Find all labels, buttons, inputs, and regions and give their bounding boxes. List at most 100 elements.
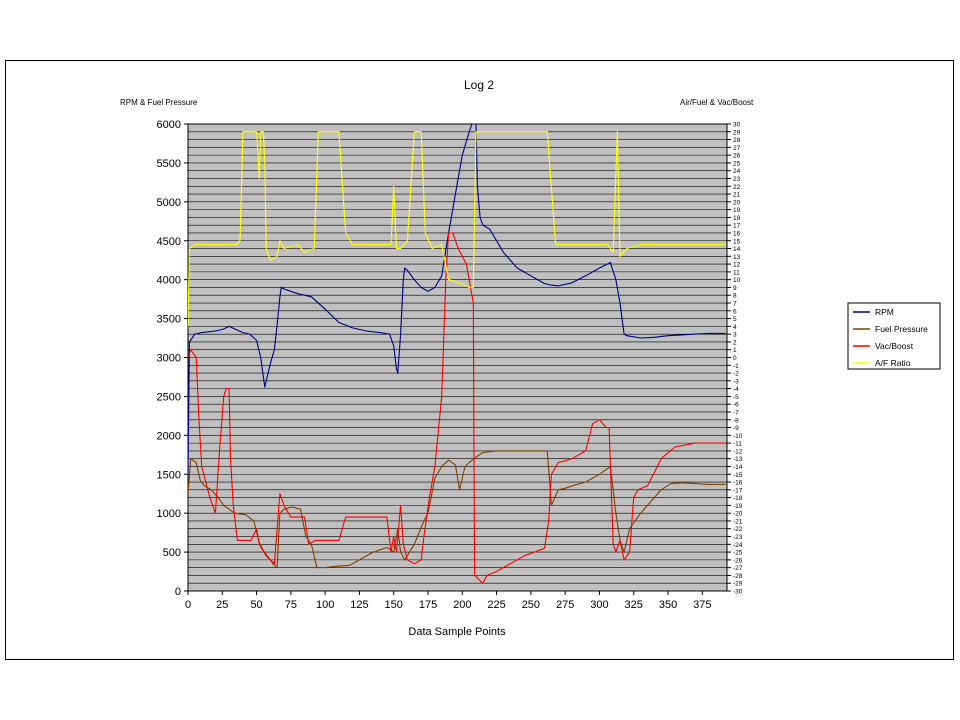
right-axis-tick-label: -22 bbox=[733, 526, 743, 533]
left-axis-tick-label: 3500 bbox=[157, 314, 181, 326]
left-axis-tick-label: 500 bbox=[163, 547, 181, 559]
right-axis-tick-label: -1 bbox=[733, 363, 739, 370]
right-axis-tick-label: -18 bbox=[733, 495, 743, 502]
x-axis-label: Data Sample Points bbox=[408, 626, 506, 638]
series-line-vac-boost bbox=[188, 232, 726, 584]
left-axis-tick-label: 5500 bbox=[157, 158, 181, 170]
chart-frame: Log 2 RPM & Fuel Pressure Air/Fuel & Vac… bbox=[5, 60, 954, 660]
legend-label: A/F Ratio bbox=[875, 358, 911, 368]
left-axis-tick-label: 4000 bbox=[157, 275, 181, 287]
x-axis-tick-label: 275 bbox=[556, 599, 574, 611]
right-axis-tick-label: -11 bbox=[733, 441, 742, 448]
right-axis-tick-label: -19 bbox=[733, 503, 743, 510]
right-axis-tick-label: 9 bbox=[733, 285, 737, 292]
left-axis-tick-label: 2000 bbox=[157, 430, 181, 442]
left-axis-tick-label: 1000 bbox=[157, 508, 181, 520]
right-axis-tick-label: 14 bbox=[733, 246, 741, 253]
right-axis-tick-label: 12 bbox=[733, 262, 741, 269]
right-axis-tick-label: -2 bbox=[733, 371, 739, 378]
right-axis-tick-label: 17 bbox=[733, 223, 741, 230]
x-axis-tick-label: 25 bbox=[216, 599, 228, 611]
right-axis-tick-label: 16 bbox=[733, 230, 741, 237]
left-axis-tick-label: 2500 bbox=[157, 391, 181, 403]
plot-area: 0500100015002000250030003500400045005000… bbox=[157, 119, 743, 611]
right-axis-label: Air/Fuel & Vac/Boost bbox=[680, 98, 754, 107]
x-axis-tick-label: 375 bbox=[693, 599, 711, 611]
right-axis-tick-label: 21 bbox=[733, 192, 741, 199]
legend-label: Fuel Pressure bbox=[875, 324, 928, 334]
left-axis-tick-label: 3000 bbox=[157, 353, 181, 365]
chart-title: Log 2 bbox=[464, 78, 494, 92]
x-axis-tick-label: 0 bbox=[185, 599, 191, 611]
x-axis-tick-label: 325 bbox=[625, 599, 643, 611]
right-axis-tick-label: 13 bbox=[733, 254, 741, 261]
right-axis-tick-label: -4 bbox=[733, 386, 739, 393]
right-axis-tick-label: -30 bbox=[733, 589, 743, 596]
right-axis-tick-label: 25 bbox=[733, 160, 741, 167]
x-axis-tick-label: 250 bbox=[522, 599, 540, 611]
right-axis-tick-label: -5 bbox=[733, 394, 739, 401]
right-axis-tick-label: -8 bbox=[733, 417, 739, 424]
right-axis-tick-label: -17 bbox=[733, 487, 743, 494]
right-axis-tick-label: -24 bbox=[733, 542, 743, 549]
right-axis-tick-label: -7 bbox=[733, 409, 739, 416]
right-axis-tick-label: -15 bbox=[733, 472, 743, 479]
x-axis-tick-label: 100 bbox=[316, 599, 334, 611]
right-axis-tick-label: 26 bbox=[733, 153, 741, 160]
right-axis-tick-label: 5 bbox=[733, 316, 737, 323]
x-axis-tick-label: 150 bbox=[385, 599, 403, 611]
right-axis-tick-label: 15 bbox=[733, 238, 741, 245]
left-axis-label: RPM & Fuel Pressure bbox=[120, 98, 198, 107]
right-axis-tick-label: 3 bbox=[733, 332, 737, 339]
right-axis-tick-label: -29 bbox=[733, 581, 743, 588]
x-axis-tick-label: 50 bbox=[250, 599, 262, 611]
right-axis-tick-label: 27 bbox=[733, 145, 741, 152]
legend-label: RPM bbox=[875, 307, 894, 317]
right-axis-tick-label: -28 bbox=[733, 573, 743, 580]
series-group bbox=[188, 123, 726, 584]
x-axis-tick-label: 200 bbox=[453, 599, 471, 611]
x-axis-tick-label: 125 bbox=[350, 599, 368, 611]
right-axis-tick-label: -12 bbox=[733, 448, 743, 455]
right-axis-tick-label: 18 bbox=[733, 215, 741, 222]
right-axis-tick-label: -14 bbox=[733, 464, 743, 471]
right-axis-tick-label: 30 bbox=[733, 122, 741, 129]
line-chart: Log 2 RPM & Fuel Pressure Air/Fuel & Vac… bbox=[120, 78, 941, 638]
x-axis-tick-label: 175 bbox=[419, 599, 437, 611]
legend: RPM Fuel Pressure Vac/Boost A/F Ratio bbox=[847, 302, 941, 370]
right-axis-tick-label: -16 bbox=[733, 480, 743, 487]
right-axis-tick-label: -10 bbox=[733, 433, 743, 440]
right-axis-tick-label: 6 bbox=[733, 308, 737, 315]
right-axis-tick-label: -27 bbox=[733, 565, 743, 572]
right-axis-tick-label: 0 bbox=[733, 355, 737, 362]
right-axis-tick-label: -9 bbox=[733, 425, 739, 432]
legend-box bbox=[847, 302, 941, 370]
right-axis-tick-label: -20 bbox=[733, 511, 743, 518]
series-line-a-f-ratio bbox=[188, 131, 726, 327]
right-axis-tick-label: 7 bbox=[733, 301, 737, 308]
x-axis-tick-label: 350 bbox=[659, 599, 677, 611]
left-axis-tick-label: 5000 bbox=[157, 197, 181, 209]
right-axis-tick-label: -26 bbox=[733, 557, 743, 564]
right-axis-tick-label: 24 bbox=[733, 168, 741, 175]
x-axis-tick-label: 75 bbox=[285, 599, 297, 611]
left-axis-tick-label: 6000 bbox=[157, 119, 181, 131]
x-axis-tick-label: 225 bbox=[487, 599, 505, 611]
right-axis-tick-label: 2 bbox=[733, 339, 737, 346]
right-axis-tick-label: 29 bbox=[733, 129, 741, 136]
right-axis-tick-label: 8 bbox=[733, 293, 737, 300]
legend-label: Vac/Boost bbox=[875, 341, 914, 351]
right-axis-tick-label: 28 bbox=[733, 137, 741, 144]
right-axis-tick-label: 4 bbox=[733, 324, 737, 331]
right-axis-tick-label: -23 bbox=[733, 534, 743, 541]
right-axis-tick-label: 1 bbox=[733, 347, 737, 354]
right-axis-tick-label: 10 bbox=[733, 277, 741, 284]
right-axis-tick-label: -25 bbox=[733, 550, 743, 557]
left-axis-tick-label: 4500 bbox=[157, 236, 181, 248]
series-line-rpm bbox=[188, 123, 726, 475]
right-axis-tick-label: -21 bbox=[733, 518, 743, 525]
right-axis-tick-label: 11 bbox=[733, 269, 740, 276]
right-axis-tick-label: -13 bbox=[733, 456, 743, 463]
right-axis-tick-label: -3 bbox=[733, 378, 739, 385]
right-axis-tick-label: 23 bbox=[733, 176, 741, 183]
